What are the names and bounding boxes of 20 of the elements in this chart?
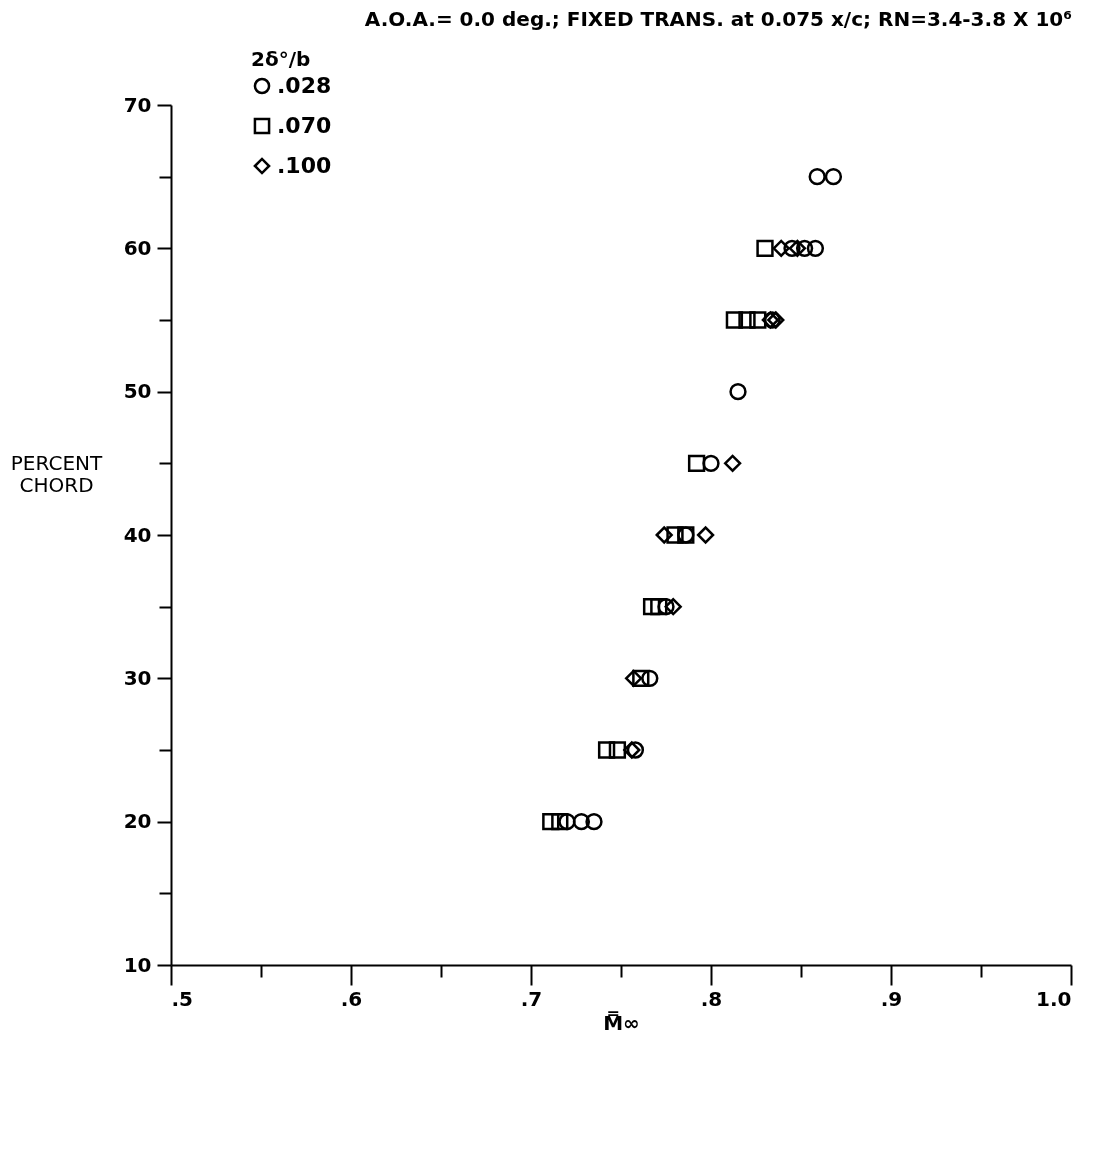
x-tick-label: 1.0 [1036, 986, 1072, 1011]
x-tick-label: .8 [700, 986, 723, 1011]
x-tick-label: .6 [340, 986, 363, 1011]
x-tick-label: .7 [520, 986, 543, 1011]
y-tick-label: 10 [123, 952, 152, 977]
legend-label: .100 [277, 153, 332, 178]
y-tick-label: 60 [123, 235, 152, 260]
x-axis-title: M̿∞ [603, 1010, 640, 1035]
x-tick-label: .5 [171, 986, 194, 1011]
y-axis-title: PERCENT CHORD [10, 450, 103, 497]
x-tick-label: .9 [880, 986, 903, 1011]
y-tick-label: 40 [123, 522, 152, 547]
legend-title: 2δ°/b [251, 47, 311, 71]
y-tick-label: 50 [123, 379, 152, 404]
legend-label: .028 [277, 73, 332, 98]
y-tick-label: 30 [123, 665, 152, 690]
legend-label: .070 [277, 113, 332, 138]
chart-title: A.O.A.= 0.0 deg.; FIXED TRANS. at 0.075 x/c; RN=3.4-3.8 X 10⁶ [364, 7, 1072, 31]
y-tick-label: 70 [123, 92, 152, 117]
y-tick-label: 20 [123, 809, 152, 834]
